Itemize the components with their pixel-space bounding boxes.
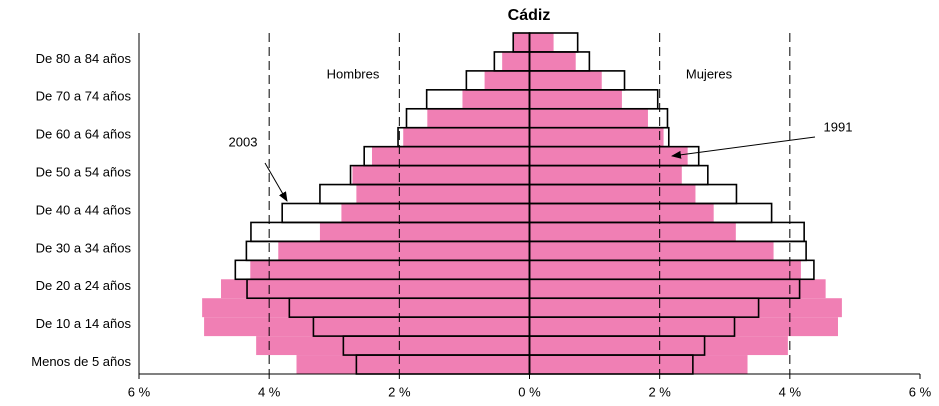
bar [529, 317, 838, 337]
x-tick-label: 0 % [518, 384, 541, 399]
bar [529, 33, 554, 52]
y-tick-label: De 50 a 54 años [36, 165, 132, 180]
bar [296, 355, 530, 374]
bar [529, 260, 801, 280]
bar [529, 355, 748, 374]
bar [221, 279, 530, 299]
bar [256, 336, 530, 356]
bar [529, 222, 736, 242]
bar [462, 89, 530, 109]
annotation: 2003 [229, 134, 258, 149]
bar [484, 70, 530, 90]
bar [529, 146, 688, 166]
bar [319, 222, 530, 242]
bar [529, 298, 842, 318]
y-tick-label: De 80 a 84 años [36, 51, 132, 66]
bar [529, 279, 826, 299]
bar [427, 108, 530, 128]
y-tick-label: De 60 a 64 años [36, 127, 132, 142]
bar [529, 336, 788, 356]
bar [529, 70, 602, 90]
bar [529, 127, 664, 147]
arrow [264, 162, 288, 202]
bar [341, 203, 530, 223]
y-tick-label: De 10 a 14 años [36, 316, 132, 331]
y-tick-label: De 30 a 34 años [36, 240, 132, 255]
x-tick-label: 6 % [909, 384, 932, 399]
bar [352, 165, 530, 185]
x-tick-label: 4 % [779, 384, 802, 399]
bar [529, 108, 648, 128]
bar [529, 89, 622, 109]
bar [356, 184, 530, 204]
x-tick-label: 2 % [388, 384, 411, 399]
bar [403, 127, 530, 147]
bar [202, 298, 530, 318]
bar [529, 203, 714, 223]
y-tick-label: De 70 a 74 años [36, 89, 132, 104]
bar [502, 51, 530, 71]
x-tick-label: 6 % [128, 384, 151, 399]
x-tick-label: 4 % [258, 384, 281, 399]
bar [529, 165, 682, 185]
arrow [671, 136, 816, 159]
bar [529, 184, 696, 204]
annotation: Hombres [327, 66, 380, 81]
y-tick-label: De 20 a 24 años [36, 278, 132, 293]
bar [250, 260, 530, 280]
x-tick-label: 2 % [648, 384, 671, 399]
annotation: Mujeres [686, 66, 733, 81]
bar [278, 241, 530, 261]
bar [512, 33, 530, 52]
chart-title: Cádiz [508, 7, 551, 24]
y-tick-label: De 40 a 44 años [36, 202, 132, 217]
bar [204, 317, 530, 337]
y-tick-label: Menos de 5 años [31, 354, 131, 369]
annotation: 1991 [824, 119, 853, 134]
bar [529, 51, 576, 71]
bar [529, 241, 774, 261]
bar [371, 146, 530, 166]
